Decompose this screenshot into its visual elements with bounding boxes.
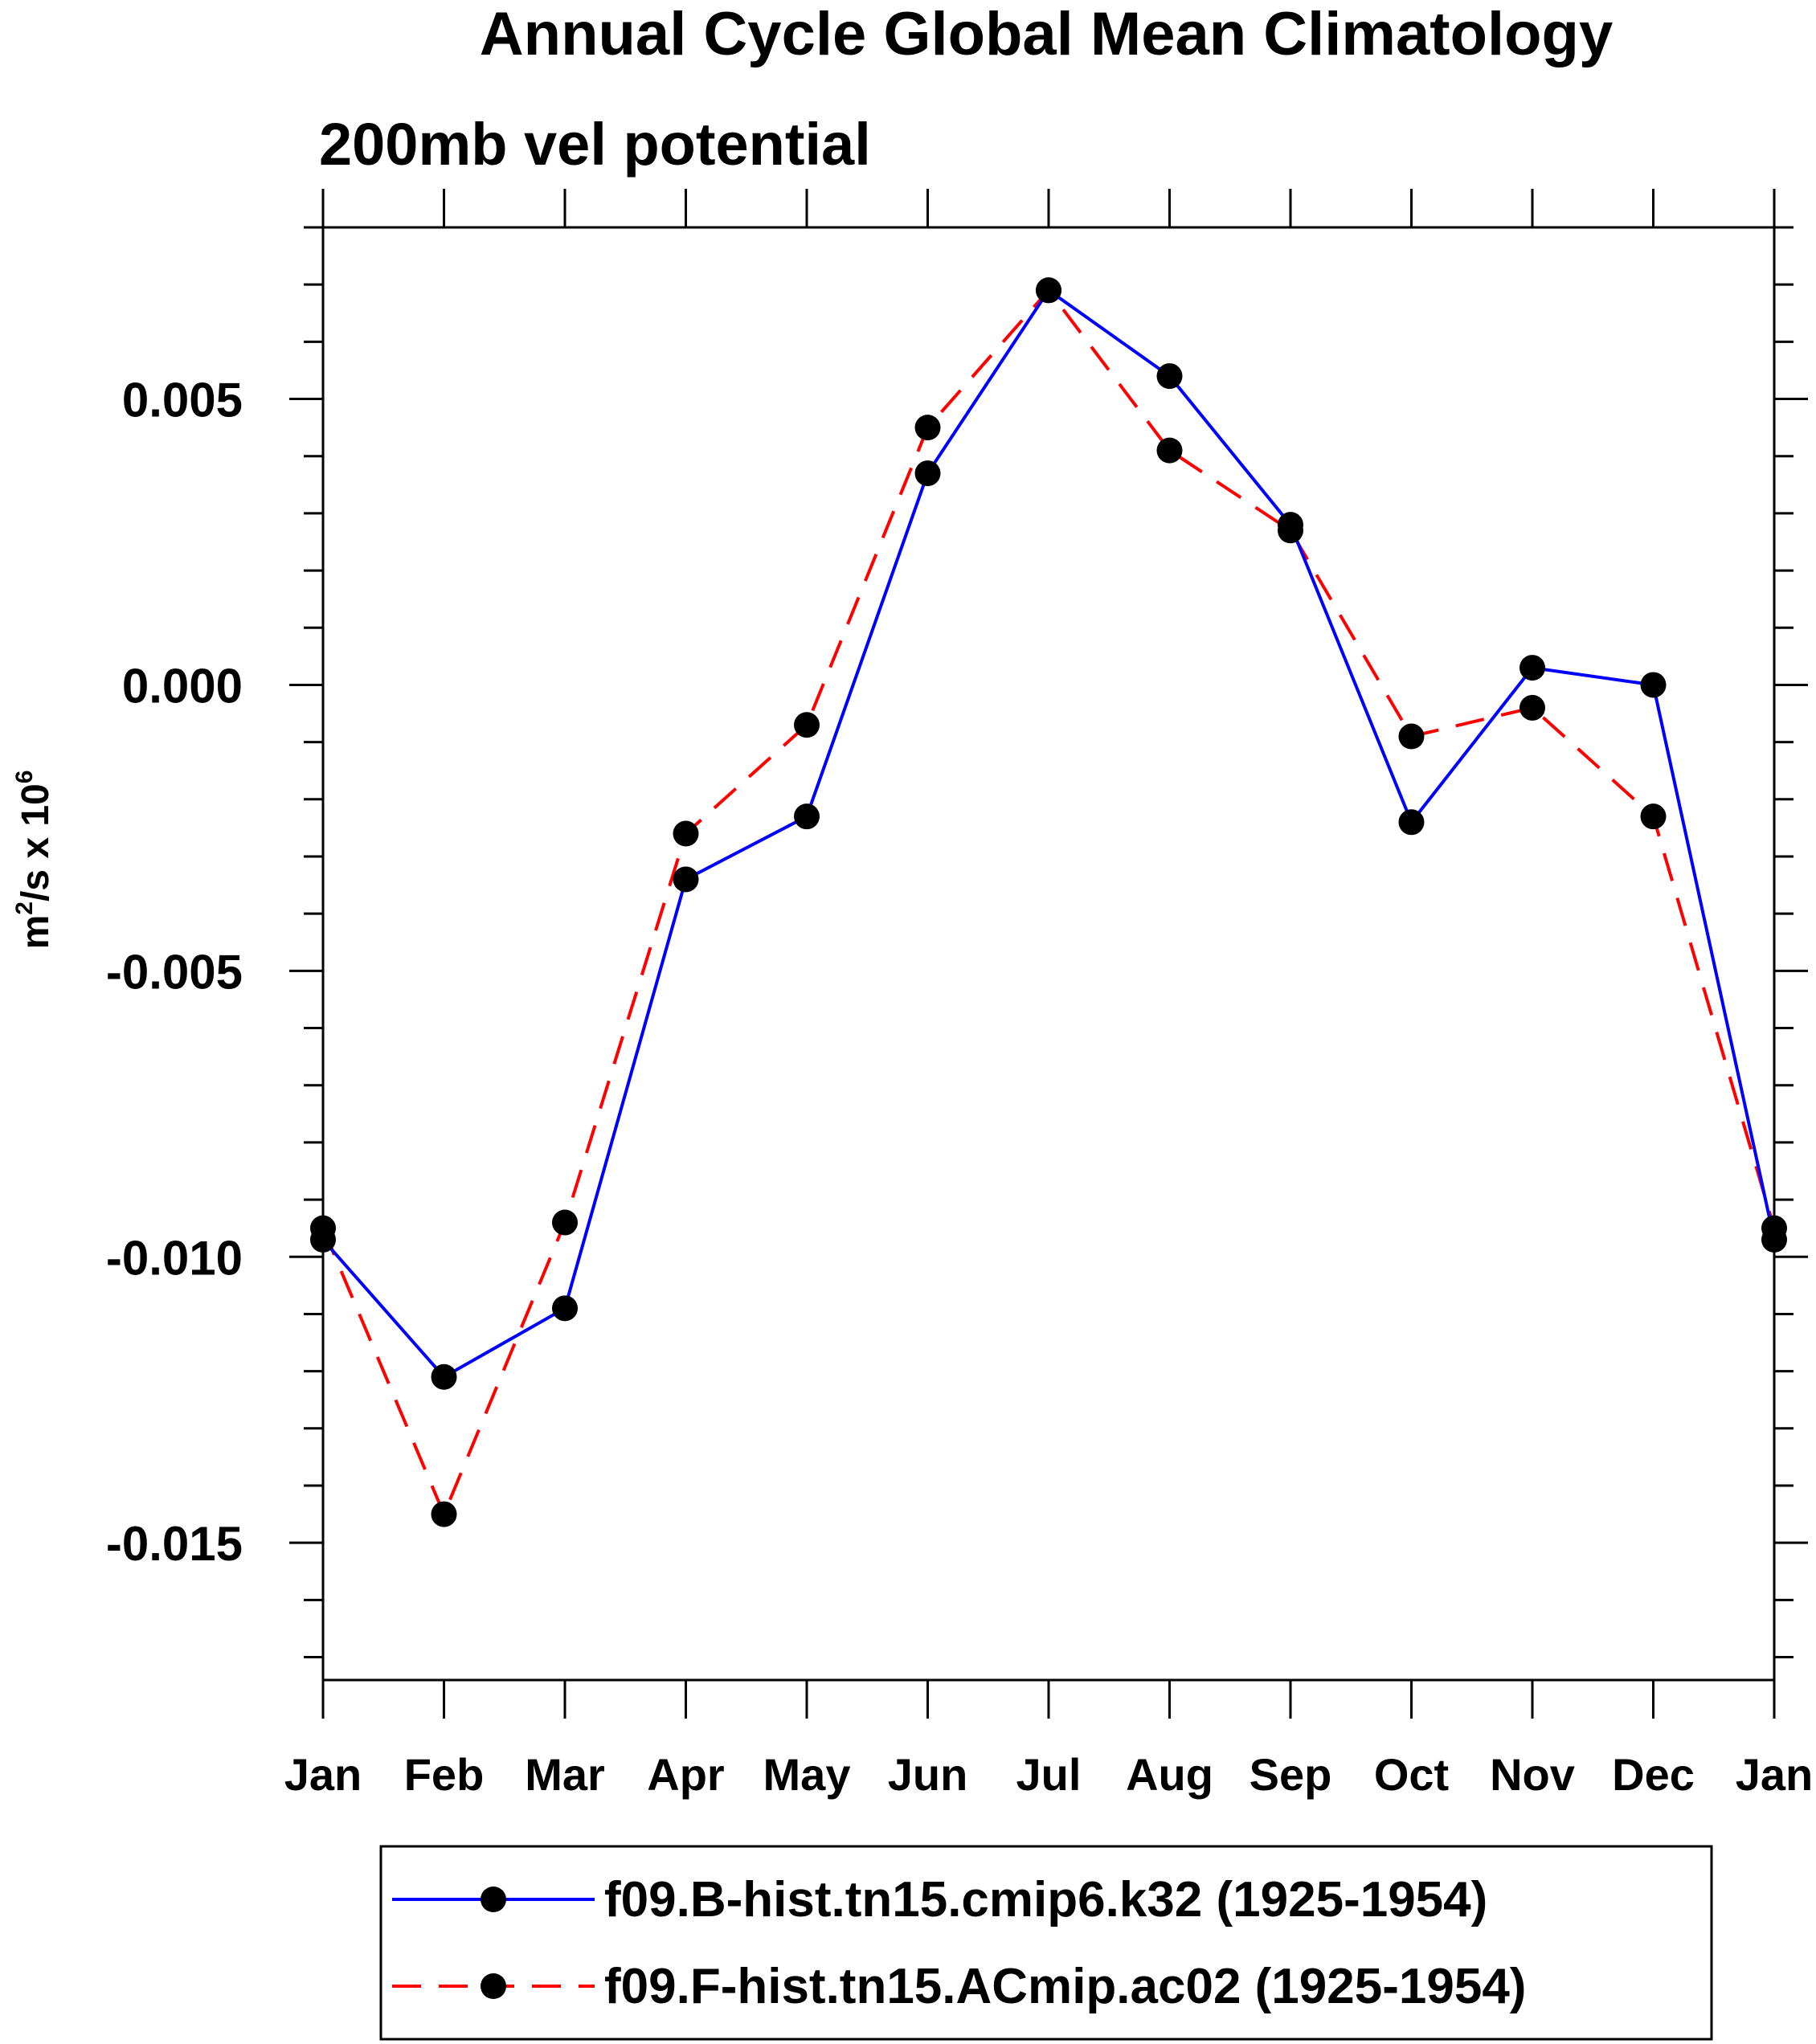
x-tick-label: May bbox=[763, 1749, 851, 1800]
y-tick-label: -0.005 bbox=[106, 945, 243, 999]
legend: f09.B-hist.tn15.cmip6.k32 (1925-1954) f0… bbox=[379, 1845, 1713, 2041]
chart-subtitle: 200mb vel potential bbox=[319, 111, 871, 178]
plot-frame bbox=[321, 226, 1776, 1682]
series-2-marker bbox=[310, 1215, 336, 1241]
x-tick-label: Jun bbox=[888, 1749, 968, 1800]
series-1-marker bbox=[673, 866, 699, 893]
x-tick-label: Nov bbox=[1490, 1749, 1575, 1800]
legend-label-series-1: f09.B-hist.tn15.cmip6.k32 (1925-1954) bbox=[604, 1872, 1487, 1927]
y-tick-label: -0.015 bbox=[106, 1517, 243, 1571]
series-2-marker bbox=[552, 1209, 578, 1236]
y-axis-label: m2/s x 106 bbox=[11, 771, 57, 950]
series-2-marker bbox=[914, 415, 941, 441]
series-line-2 bbox=[321, 288, 1776, 1519]
x-tick-label: Mar bbox=[525, 1749, 605, 1800]
series-1-marker bbox=[914, 460, 941, 487]
x-tick-label: Feb bbox=[404, 1749, 485, 1800]
svg-text:m2/s x 106: m2/s x 106 bbox=[11, 771, 57, 950]
x-tick-label: Sep bbox=[1250, 1749, 1332, 1800]
x-tick-label: Jul bbox=[1016, 1749, 1082, 1800]
series-1-marker bbox=[1398, 809, 1425, 836]
x-tick-label: Dec bbox=[1612, 1749, 1695, 1800]
legend-label-series-2: f09.F-hist.tn15.ACmip.ac02 (1925-1954) bbox=[604, 1959, 1526, 2014]
y-tick-label: 0.005 bbox=[122, 374, 243, 427]
legend-marker-series-2 bbox=[481, 1973, 506, 1999]
y-axis-label-sup: 2 bbox=[11, 901, 38, 915]
series-1-marker bbox=[1519, 655, 1545, 681]
series-2-marker bbox=[1278, 517, 1303, 544]
y-axis-label-exp: 6 bbox=[11, 771, 38, 784]
series-line-1 bbox=[321, 288, 1776, 1380]
series-2-marker bbox=[431, 1501, 457, 1527]
plot-area: 0.005 0.000 -0.005 -0.010 -0.015 Jan Feb Mar Apr… bbox=[106, 189, 1813, 1800]
series-1-marker bbox=[794, 803, 820, 830]
legend-box bbox=[379, 1845, 1713, 2041]
series-1-marker bbox=[552, 1295, 578, 1322]
y-tick-label: 0.000 bbox=[122, 659, 243, 713]
series-1-marker bbox=[1156, 363, 1183, 390]
series-2-marker bbox=[1398, 723, 1425, 750]
series-1-marker bbox=[431, 1363, 457, 1390]
legend-marker-series-1 bbox=[481, 1887, 506, 1912]
series-2-marker bbox=[1519, 694, 1545, 721]
series-2-marker bbox=[1036, 277, 1061, 304]
x-tick-label: Apr bbox=[647, 1749, 724, 1800]
series-2-marker bbox=[1640, 803, 1667, 830]
x-tick-label: Jan bbox=[1736, 1749, 1814, 1800]
x-tick-label: Jan bbox=[284, 1749, 362, 1800]
series-2-marker bbox=[794, 712, 820, 738]
y-axis-label-base: m bbox=[14, 915, 57, 950]
x-tick-label: Oct bbox=[1374, 1749, 1449, 1800]
y-axis-label-mid: /s x 10 bbox=[14, 783, 57, 901]
x-tick-label: Aug bbox=[1126, 1749, 1213, 1800]
series-1-marker bbox=[1640, 672, 1667, 698]
y-tick-label: -0.010 bbox=[106, 1231, 243, 1285]
series-2-marker bbox=[1156, 437, 1183, 464]
series-2-marker bbox=[673, 820, 699, 847]
series-2-marker bbox=[1761, 1215, 1787, 1241]
chart-title: Annual Cycle Global Mean Climatology bbox=[480, 0, 1613, 68]
